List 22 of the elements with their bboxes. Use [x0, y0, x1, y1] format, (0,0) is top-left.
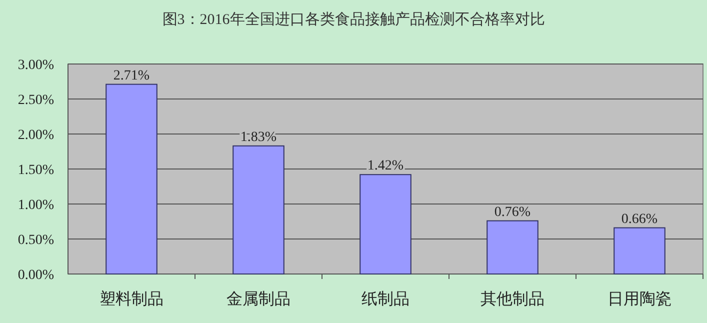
y-tick-label: 2.50%	[18, 92, 54, 108]
x-tick-label: 其他制品	[480, 289, 544, 308]
data-label: 2.71%	[113, 68, 150, 84]
y-tick-label: 2.00%	[18, 128, 54, 143]
bar	[106, 84, 158, 274]
x-tick-label: 金属制品	[226, 289, 290, 308]
y-tick-label: 0.50%	[18, 232, 54, 248]
data-label: 1.83%	[240, 130, 277, 145]
bar	[614, 227, 666, 274]
y-tick-label: 3.00%	[18, 58, 54, 73]
y-tick-label: 1.50%	[18, 162, 54, 178]
bar	[232, 145, 284, 274]
data-label: 0.76%	[494, 204, 531, 220]
data-label: 0.66%	[621, 212, 658, 227]
x-tick-label: 日用陶瓷	[608, 289, 672, 308]
x-tick-label: 塑料制品	[100, 289, 164, 308]
bar	[486, 220, 538, 274]
chart-title: 图3：2016年全国进口各类食品接触产品检测不合格率对比	[162, 11, 545, 28]
y-tick-label: 1.00%	[18, 198, 54, 213]
y-tick-label: 0.00%	[18, 268, 54, 283]
bar	[360, 174, 412, 274]
x-tick-label: 纸制品	[362, 289, 410, 308]
